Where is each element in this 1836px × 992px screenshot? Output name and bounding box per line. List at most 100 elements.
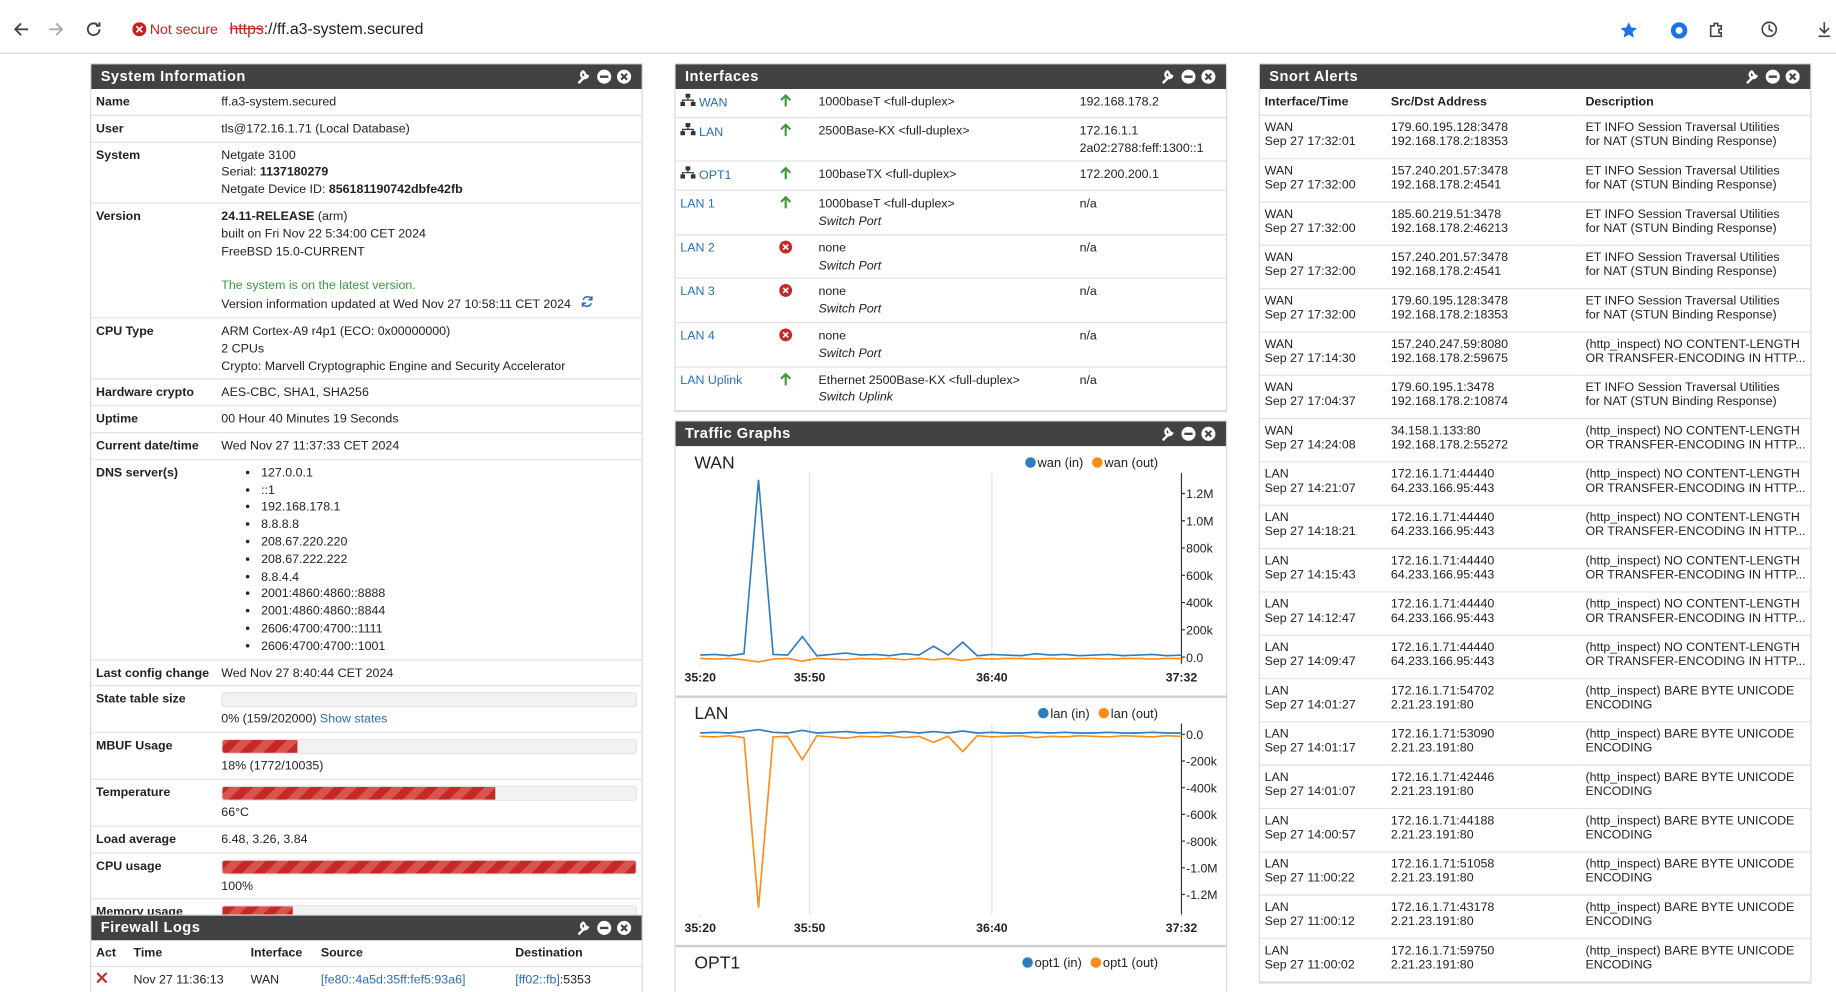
minimize-button[interactable] xyxy=(1181,426,1196,441)
block-icon xyxy=(96,972,108,987)
interface-name-cell: LAN 1 xyxy=(675,190,774,236)
panel-header: Traffic Graphs xyxy=(675,421,1226,447)
destination: 192.168.178.2:4541 xyxy=(1390,264,1502,280)
destination: 192.168.178.2:18353 xyxy=(1390,135,1509,150)
column-header: Description xyxy=(1580,88,1811,116)
description-line: (http_inspect) BARE BYTE UNICODE xyxy=(1585,943,1795,958)
value-line: ARM Cortex-A9 r4p1 (ECO: 0x00000000) xyxy=(221,324,451,339)
back-button[interactable] xyxy=(12,20,31,39)
alert-row: WAN Sep 27 14:24:08 34.158.1.133:80 192.168… xyxy=(1259,418,1811,463)
interface-link[interactable]: LAN Uplink xyxy=(680,373,743,388)
media: 2500Base-KX <full-duplex> xyxy=(818,123,970,138)
dns-list: 127.0.0.1::1192.168.178.18.8.8.8208.67.2… xyxy=(221,465,637,656)
security-label[interactable]: Not secure xyxy=(149,21,218,38)
interface-link[interactable]: LAN 2 xyxy=(680,240,715,256)
info-row: Last config change Wed Nov 27 8:40:44 CET… xyxy=(91,659,642,687)
row-label: MBUF Usage xyxy=(91,732,217,780)
address-cell: n/a xyxy=(1074,190,1226,236)
info-row: MBUF Usage 18% (1772/10035) xyxy=(91,732,642,780)
destination-link[interactable]: [ff02::fb] xyxy=(515,972,560,987)
status-icon xyxy=(779,196,793,213)
address-cell: 172.16.1.71:42446 2.21.23.191:80 xyxy=(1386,764,1581,809)
ip-address: 172.200.200.1 xyxy=(1079,167,1159,182)
extension-icon[interactable] xyxy=(1670,21,1689,40)
close-button[interactable] xyxy=(1201,69,1216,84)
description-line: (http_inspect) BARE BYTE UNICODE xyxy=(1585,856,1795,871)
media-cell: 100baseTX <full-duplex> xyxy=(813,161,1075,192)
address-cell: 179.60.195.1:3478 192.168.178.2:10874 xyxy=(1386,375,1581,419)
address-cell: 172.16.1.71:51058 2.21.23.191:80 xyxy=(1386,851,1581,896)
legend-label: opt1 (in) xyxy=(1035,955,1082,970)
forward-button[interactable] xyxy=(47,20,66,39)
progress-track xyxy=(221,785,637,801)
refresh-icon[interactable] xyxy=(580,296,593,312)
interface-link[interactable]: OPT1 xyxy=(699,169,732,184)
reload-button[interactable] xyxy=(84,20,103,39)
interface-time-cell: LAN Sep 27 14:21:07 xyxy=(1259,461,1387,506)
close-button[interactable] xyxy=(1785,69,1800,84)
address-cell: 172.16.1.71:44188 2.21.23.191:80 xyxy=(1386,808,1581,853)
network-glyph xyxy=(680,166,696,180)
interface-link[interactable]: LAN 3 xyxy=(680,284,715,300)
legend-swatch xyxy=(1090,957,1102,968)
row-value: 24.11-RELEASE (arm) built on Fri Nov 22 5… xyxy=(216,203,642,319)
status-down xyxy=(779,240,793,254)
info-row: Load average 6.48, 3.26, 3.84 xyxy=(91,825,642,854)
downloads-button[interactable] xyxy=(1815,20,1834,39)
url-scheme: https xyxy=(229,19,264,38)
value-line: Netgate 3100 xyxy=(221,148,296,163)
minimize-button[interactable] xyxy=(1765,69,1780,84)
interface-name-cell: OPT1 xyxy=(675,161,774,192)
close-button[interactable] xyxy=(1201,426,1216,441)
interface-link[interactable]: LAN 4 xyxy=(680,328,715,344)
status-cell xyxy=(773,322,814,368)
source-link[interactable]: [fe80::4a5d:35ff:fef5:93a6] xyxy=(320,972,466,987)
settings-button[interactable] xyxy=(1746,70,1758,84)
minimize-button[interactable] xyxy=(1181,69,1196,84)
media-cell: none Switch Port xyxy=(813,322,1075,368)
interface-link[interactable]: WAN xyxy=(699,96,728,111)
close-button[interactable] xyxy=(617,920,632,935)
y-tick-label: -1.2M xyxy=(1186,888,1217,902)
media: none xyxy=(818,240,847,256)
extensions-button[interactable] xyxy=(1707,20,1726,39)
interface-link[interactable]: LAN 1 xyxy=(680,196,715,211)
settings-button[interactable] xyxy=(577,921,590,936)
alert-row: LAN Sep 27 14:01:17 172.16.1.71:53090 2.21.… xyxy=(1259,721,1811,766)
dns-server: 2001:4860:4860::8888 xyxy=(261,586,637,603)
row-value: tls@172.16.1.71 (Local Database) xyxy=(216,115,642,143)
row-label: Temperature xyxy=(91,779,217,827)
minimize-button[interactable] xyxy=(597,69,612,84)
info-row: Uptime 00 Hour 40 Minutes 19 Seconds xyxy=(91,405,642,434)
history-button[interactable] xyxy=(1760,20,1779,39)
interface-row: LAN 1 1000baseT <full-duplex> Switch Port n… xyxy=(675,190,1226,236)
media-cell: Ethernet 2500Base-KX <full-duplex> Switch… xyxy=(813,366,1075,412)
row-value: Wed Nov 27 11:37:33 CET 2024 xyxy=(216,432,642,460)
interface-name-cell: WAN xyxy=(675,88,774,119)
value-line: ff.a3-system.secured xyxy=(221,94,337,109)
dns-server: 8.8.8.8 xyxy=(261,517,637,534)
minimize-button[interactable] xyxy=(597,920,612,935)
bookmark-star[interactable] xyxy=(1619,21,1638,40)
link[interactable]: Show states xyxy=(319,712,388,727)
panel-title: Interfaces xyxy=(684,67,759,85)
source: 172.16.1.71:54702 xyxy=(1390,683,1495,698)
dns-server: 2606:4700:4700::1111 xyxy=(261,620,637,637)
settings-button[interactable] xyxy=(577,70,590,84)
column-header: Interface xyxy=(245,940,317,967)
address-bar[interactable]: https://ff.a3-system.secured xyxy=(230,20,424,38)
media-note: Switch Port xyxy=(818,346,882,361)
dns-server: 208.67.222.222 xyxy=(261,551,637,568)
close-button[interactable] xyxy=(617,69,632,84)
description-cell: (http_inspect) BARE BYTE UNICODE ENCODING xyxy=(1580,851,1811,896)
address-cell: 192.168.178.2 xyxy=(1074,88,1226,119)
media-cell: 1000baseT <full-duplex> Switch Port xyxy=(813,190,1075,236)
address-cell: 172.16.1.71:44440 64.233.166.95:443 xyxy=(1386,634,1581,679)
settings-button[interactable] xyxy=(1161,427,1174,442)
interface-link[interactable]: LAN xyxy=(699,125,724,140)
value-line: tls@172.16.1.71 (Local Database) xyxy=(221,121,410,136)
settings-button[interactable] xyxy=(1161,70,1174,84)
progress-caption: 18% (1772/10035) xyxy=(221,758,637,775)
address-cell: 172.16.1.71:53090 2.21.23.191:80 xyxy=(1386,721,1581,766)
description-line: ENCODING xyxy=(1585,741,1653,756)
